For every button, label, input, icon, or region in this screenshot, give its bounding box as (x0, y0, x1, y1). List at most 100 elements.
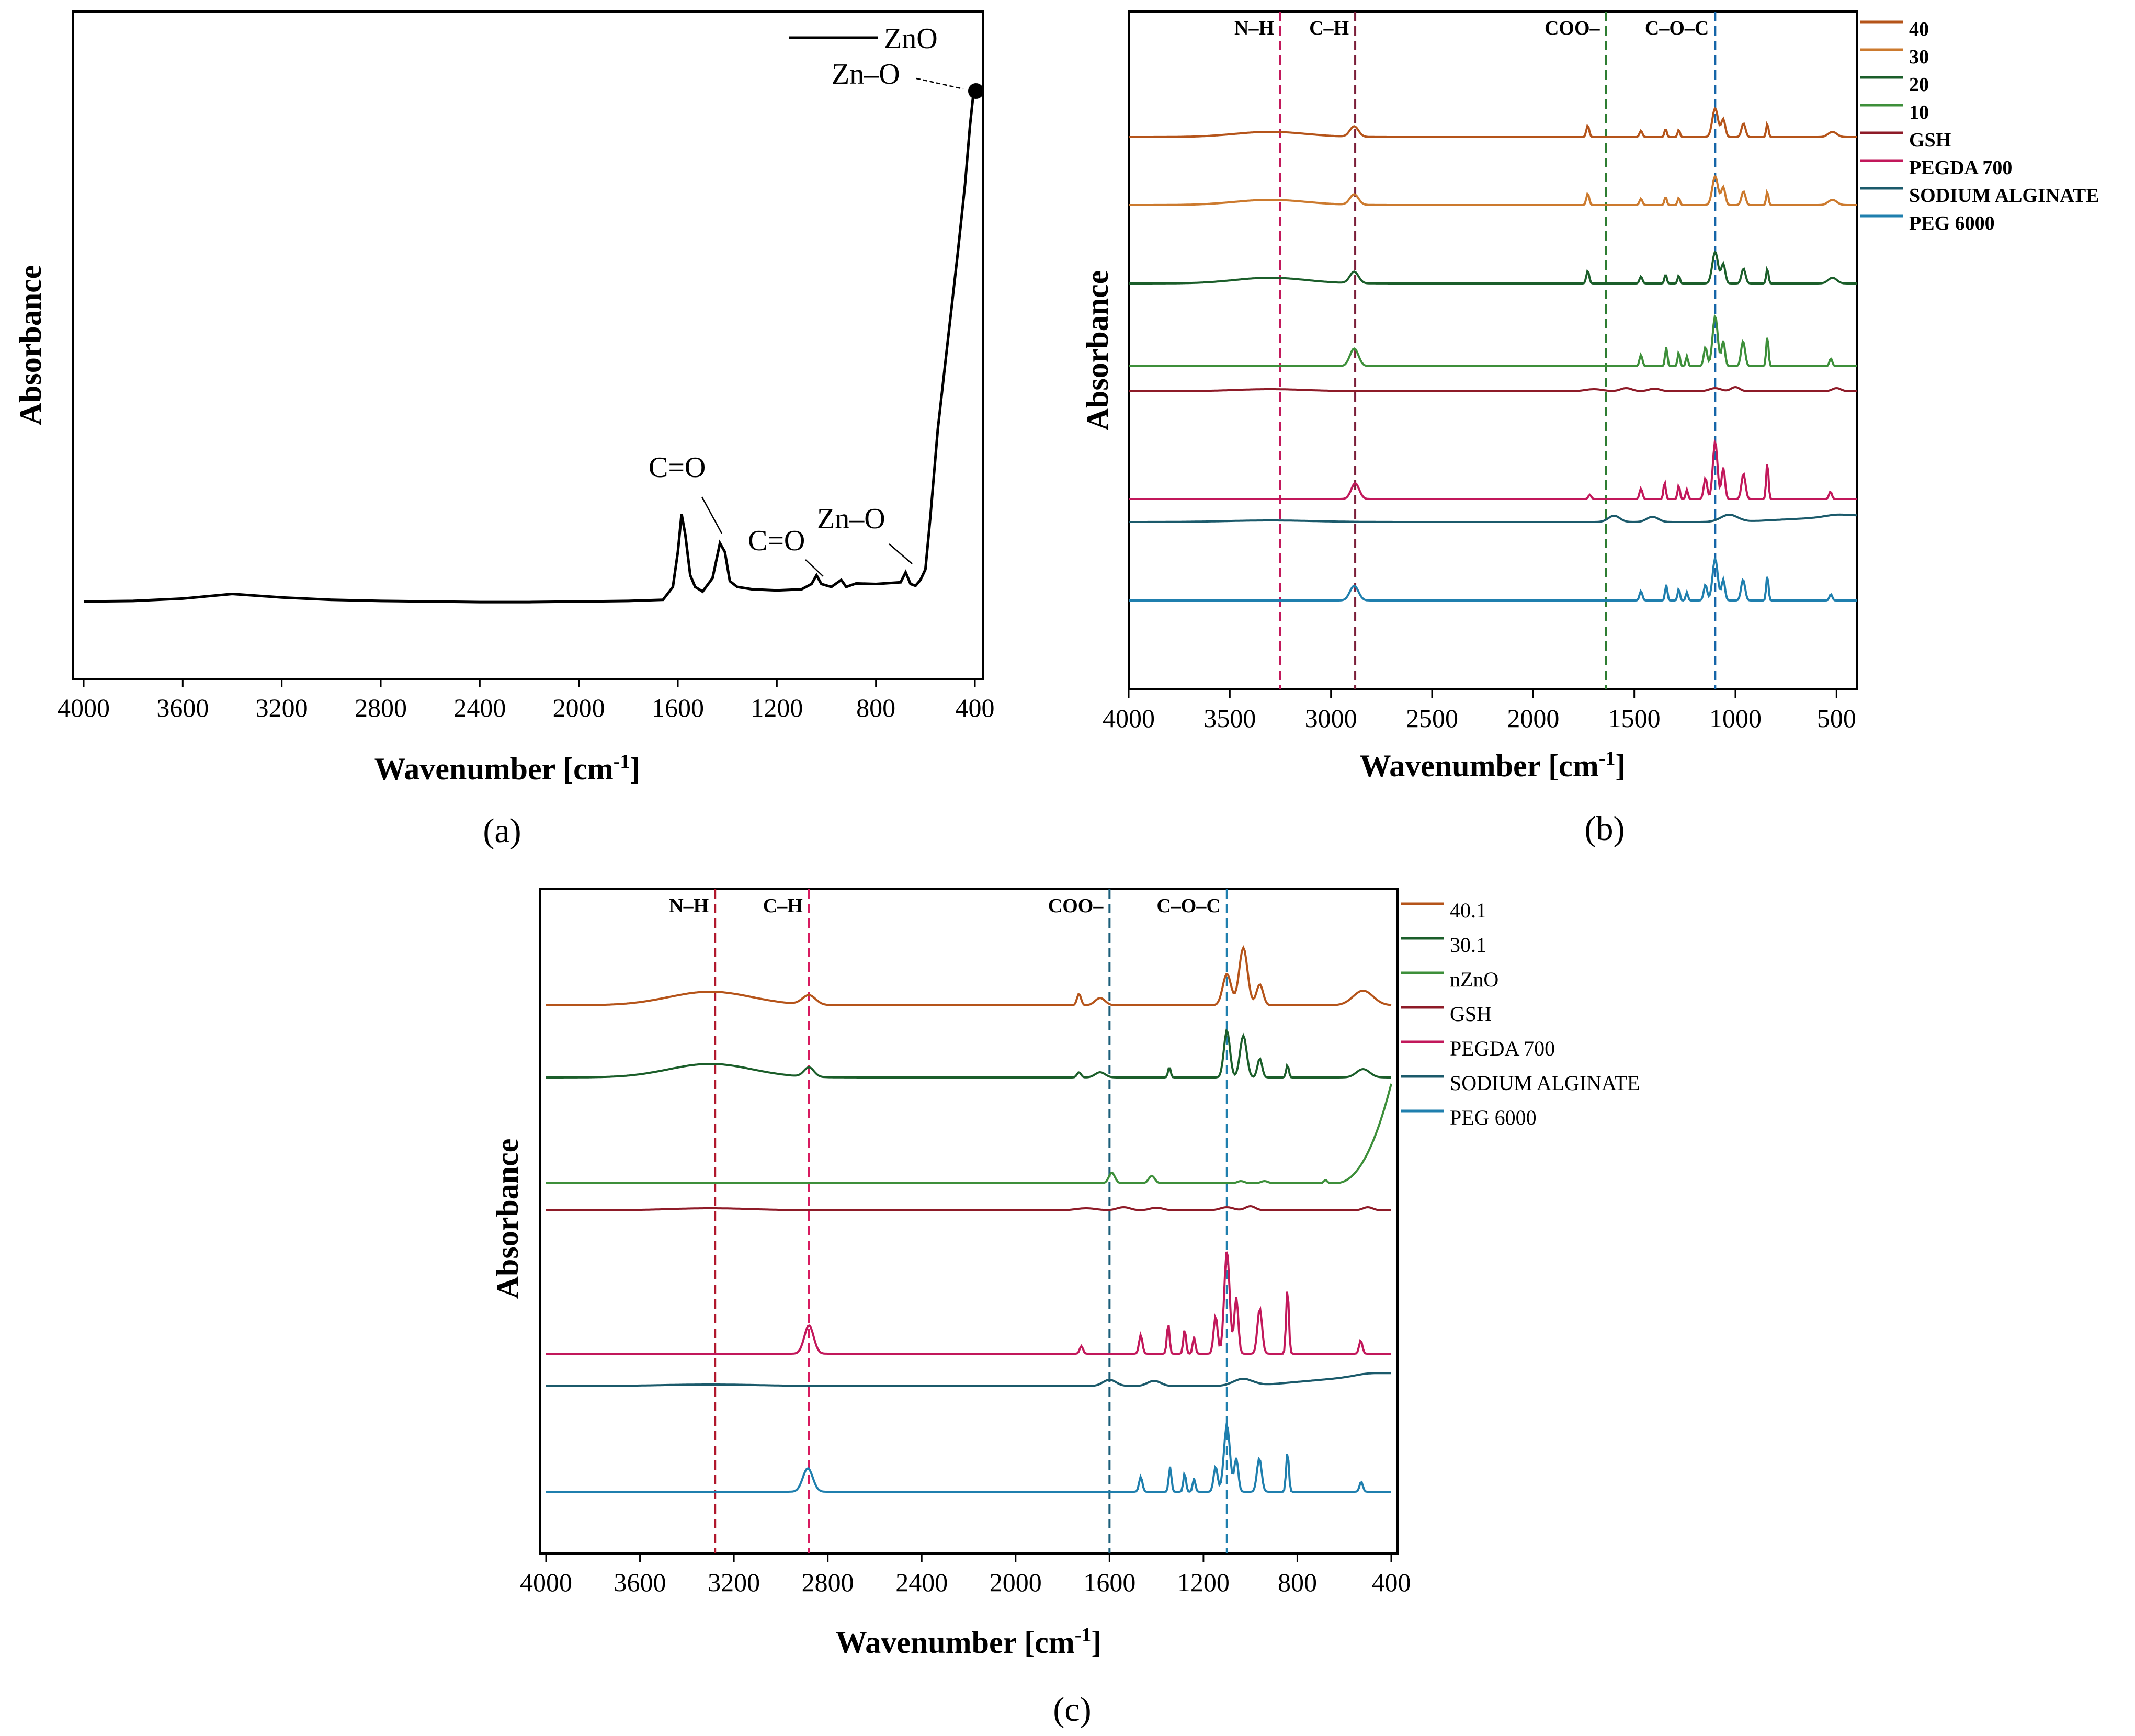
x-tick-label-2000: 2000 (1507, 704, 1559, 733)
x-tick-label-3000: 3000 (1305, 704, 1357, 733)
panel-c-x-axis-title-sup: -1 (1075, 1624, 1092, 1646)
x-tick-label-800: 800 (856, 693, 895, 722)
panel-c-x-axis-title-main: Wavenumber [cm (836, 1625, 1075, 1660)
panel-b-x-ticks: 4000 3500 3000 2500 2000 1500 1000 500 (1103, 689, 1856, 733)
series-pegda-700 (546, 1251, 1391, 1355)
panel-b-x-axis-title-sup: -1 (1599, 747, 1616, 769)
legend-label-pegda-700: PEGDA 700 (1450, 1037, 1555, 1060)
legend-label-peg-6000: PEG 6000 (1450, 1106, 1537, 1129)
panel-a-annotation-c-o-1: C=O (649, 451, 706, 484)
x-tick-label-2000: 2000 (990, 1568, 1042, 1597)
legend-label-20: 20 (1909, 74, 1929, 96)
series-40-1 (546, 945, 1392, 1006)
x-tick-label-2400: 2400 (895, 1568, 948, 1597)
series-30-1 (546, 1028, 1391, 1079)
panel-a-x-axis-title-sup: -1 (614, 751, 630, 773)
series-peg-6000 (1129, 557, 1857, 602)
x-tick-label-4000: 4000 (520, 1568, 572, 1597)
panel-a-arrow-zn-o-top (916, 77, 964, 90)
panel-a-plot-frame (72, 10, 984, 680)
x-tick-label-3200: 3200 (256, 693, 308, 722)
panel-c-x-ticks: 4000 3600 3200 2800 2400 2000 1600 1200 800 400 (520, 1553, 1411, 1597)
x-tick-label-3500: 3500 (1203, 704, 1256, 733)
legend-label-30-1: 30.1 (1450, 933, 1486, 957)
panel-a-annotation-zn-o-top: Zn–O (832, 58, 900, 90)
panel-b-plot-frame (1128, 10, 1858, 690)
x-tick-label-800: 800 (1278, 1568, 1317, 1597)
series-20 (1129, 250, 1857, 285)
panel-a-annotation-c-o-2: C=O (748, 525, 805, 557)
band-label-n-h: N–H (1234, 17, 1274, 39)
x-tick-label-4000: 4000 (1103, 704, 1155, 733)
series-gsh (1129, 385, 1857, 392)
panel-b-y-axis-title: Absorbance (1080, 270, 1115, 431)
panel-b-x-axis-title-main: Wavenumber [cm (1360, 748, 1599, 783)
panel-a-arrow-c-o-1 (701, 496, 723, 534)
x-tick-label-400: 400 (1372, 1568, 1411, 1597)
band-label-c-o-c: C–O–C (1645, 17, 1709, 39)
panel-c-y-axis-title: Absorbance (490, 1139, 525, 1299)
x-tick-label-1600: 1600 (1083, 1568, 1135, 1597)
panel-c: 4000 3600 3200 2800 2400 2000 1600 1200 800 400 N… (490, 888, 1640, 1729)
panel-c-label: (c) (1053, 1690, 1091, 1729)
panel-a: 4000 3600 3200 2800 2400 2000 1600 1200 800 400 Z… (13, 10, 995, 850)
series-30 (1129, 175, 1857, 206)
panel-b-legend: 40 30 20 10 GSH PEGDA 700 SODIUM ALGINATE PEG 6… (1860, 18, 2099, 234)
panel-a-arrow-zn-o (889, 543, 913, 564)
x-tick-label-2000: 2000 (553, 693, 605, 722)
x-tick-label-2400: 2400 (453, 693, 506, 722)
panel-a-label: (a) (483, 812, 521, 850)
series-sodium-alginate (1129, 513, 1857, 523)
panel-a-legend-label-zno: ZnO (884, 22, 938, 55)
legend-label-10: 10 (1909, 101, 1929, 123)
x-tick-label-2800: 2800 (355, 693, 407, 722)
legend-label-gsh: GSH (1909, 129, 1951, 151)
panel-a-x-axis-title: Wavenumber [cm-1] (374, 751, 641, 786)
panel-c-x-axis-title: Wavenumber [cm-1] (836, 1624, 1102, 1660)
series-sodium-alginate (546, 1372, 1391, 1387)
series-40 (1129, 107, 1857, 138)
band-label-c-h: C–H (1309, 17, 1349, 39)
legend-label-sodium-alginate: SODIUM ALGINATE (1450, 1071, 1640, 1095)
legend-label-peg-6000: PEG 6000 (1909, 212, 1995, 234)
x-tick-label-500: 500 (1817, 704, 1856, 733)
panel-a-x-ticks: 4000 3600 3200 2800 2400 2000 1600 1200 800 400 (58, 679, 995, 722)
x-tick-label-400: 400 (956, 693, 995, 722)
x-tick-label-1600: 1600 (652, 693, 704, 722)
panel-b-x-axis-title-end: ] (1615, 748, 1626, 783)
band-label-n-h: N–H (669, 895, 709, 917)
band-label-c-o-c: C–O–C (1156, 895, 1220, 917)
x-tick-label-3600: 3600 (156, 693, 209, 722)
panel-a-zno-peak-marker (968, 83, 984, 99)
band-label-c-h: C–H (763, 895, 803, 917)
panel-c-legend: 40.1 30.1 nZnO GSH PEGDA 700 SODIUM ALGINATE P… (1401, 899, 1640, 1129)
x-tick-label-2800: 2800 (802, 1568, 854, 1597)
legend-label-40: 40 (1909, 18, 1929, 40)
legend-label-40-1: 40.1 (1450, 899, 1486, 922)
panel-a-x-axis-title-end: ] (630, 752, 640, 786)
x-tick-label-3200: 3200 (708, 1568, 760, 1597)
panel-a-x-axis-title-main: Wavenumber [cm (374, 752, 614, 786)
panel-c-series (546, 945, 1392, 1493)
series-gsh (546, 1205, 1391, 1211)
panel-c-x-axis-title-end: ] (1091, 1625, 1101, 1660)
panel-b-x-axis-title: Wavenumber [cm-1] (1360, 747, 1626, 783)
legend-label-sodium-alginate: SODIUM ALGINATE (1909, 185, 2099, 207)
x-tick-label-3600: 3600 (614, 1568, 666, 1597)
panel-b: 4000 3500 3000 2500 2000 1500 1000 500 N–H C–H CO… (1080, 10, 2099, 848)
legend-label-30: 30 (1909, 46, 1929, 68)
legend-label-nzno: nZnO (1450, 968, 1498, 991)
x-tick-label-1200: 1200 (751, 693, 803, 722)
band-label-coo: COO– (1048, 895, 1104, 917)
series-pegda-700 (1129, 438, 1857, 501)
panel-a-legend: ZnO (789, 22, 938, 55)
panel-c-plot-frame (539, 888, 1399, 1555)
x-tick-label-4000: 4000 (58, 693, 110, 722)
legend-label-gsh: GSH (1450, 1002, 1492, 1026)
panel-a-y-axis-title: Absorbance (13, 265, 48, 426)
x-tick-label-1000: 1000 (1709, 704, 1762, 733)
panel-a-arrow-c-o-2 (805, 559, 824, 577)
x-tick-label-1200: 1200 (1177, 1568, 1230, 1597)
series-peg-6000 (546, 1422, 1391, 1493)
